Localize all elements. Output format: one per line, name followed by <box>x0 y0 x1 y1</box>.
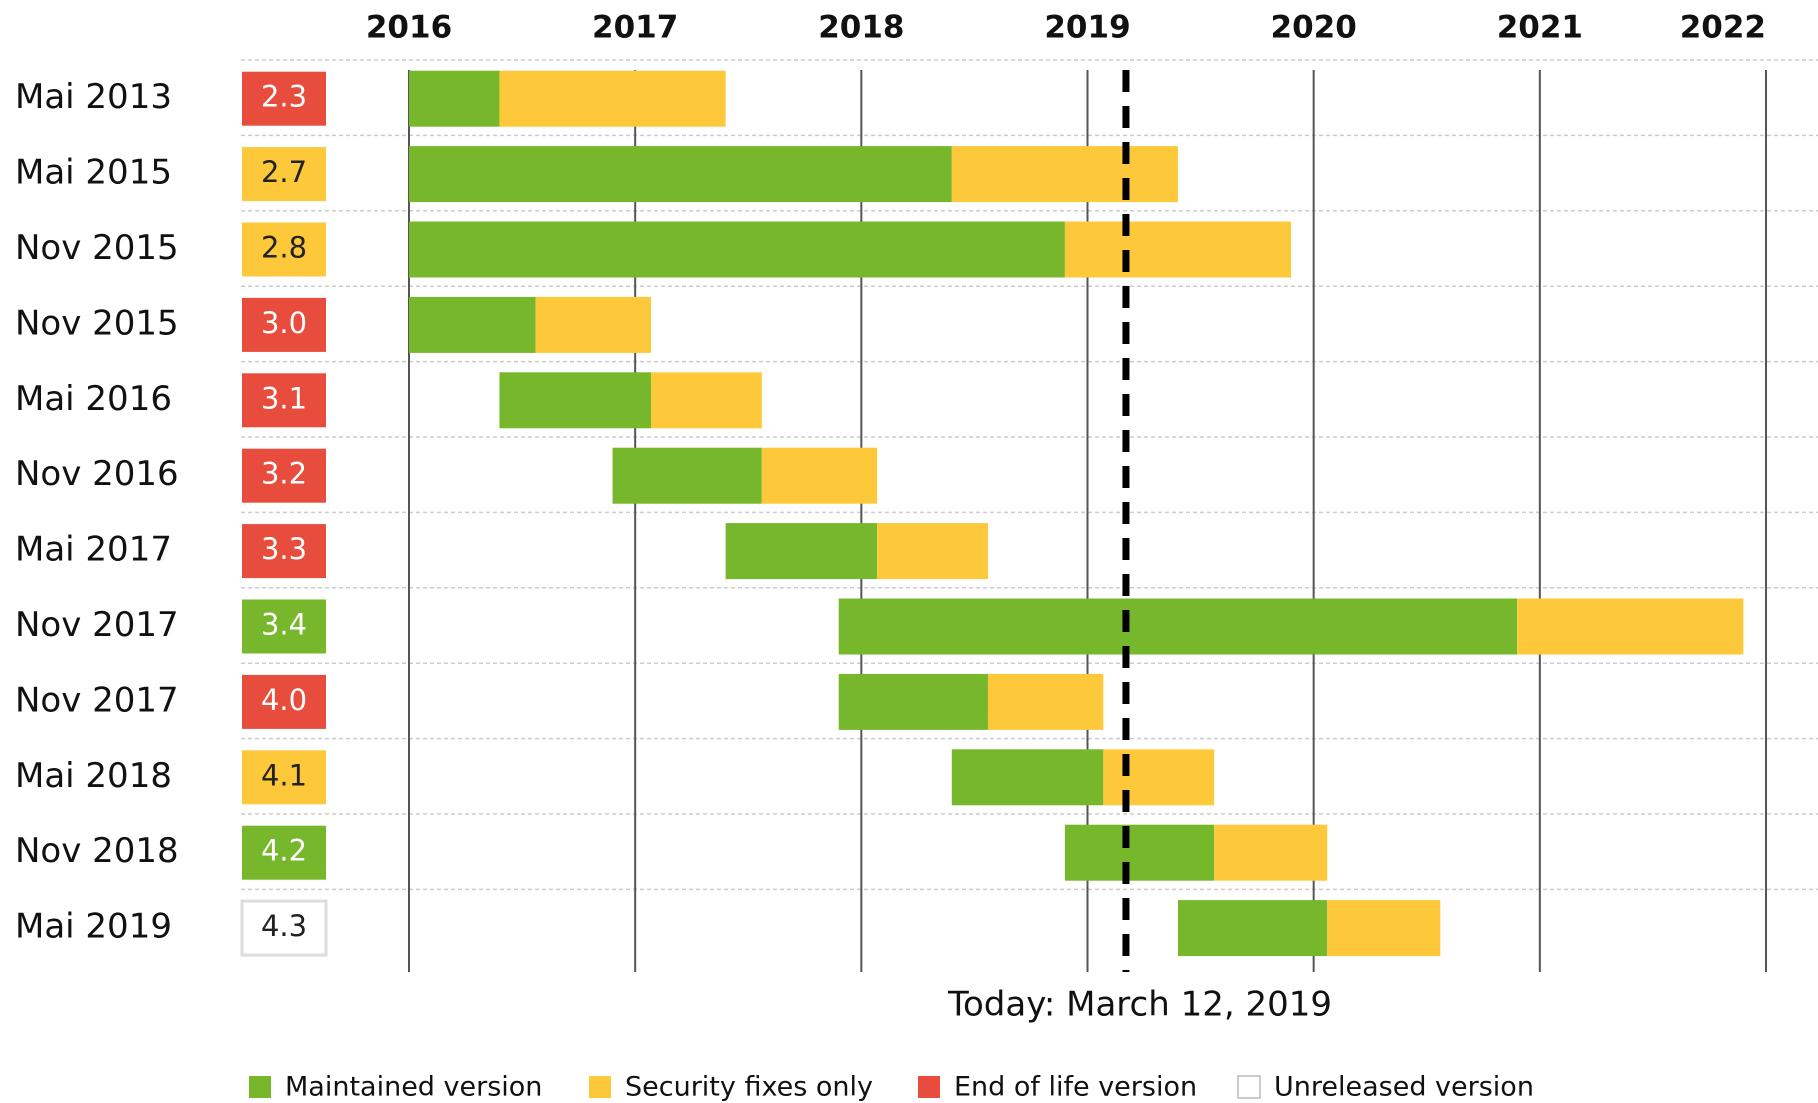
security-bar <box>650 372 762 429</box>
version-label: 2.3 <box>261 80 307 114</box>
maintained-bar <box>499 372 651 429</box>
version-label: 3.1 <box>261 381 307 415</box>
version-badge <box>242 71 326 126</box>
version-badge <box>242 825 326 880</box>
release-label: Nov 2018 <box>15 831 179 871</box>
legend-label: Security fixes only <box>625 1072 873 1103</box>
maintained-bar <box>409 296 536 353</box>
version-label: 3.0 <box>261 306 307 340</box>
release-label: Mai 2016 <box>15 379 172 419</box>
legend-swatch <box>589 1076 611 1098</box>
security-bar <box>535 296 651 353</box>
x-tick-label: 2021 <box>1497 10 1583 46</box>
legend-swatch <box>249 1076 271 1098</box>
version-badge <box>242 674 326 729</box>
version-label: 4.0 <box>261 683 307 717</box>
maintained-bar <box>409 221 1065 278</box>
maintained-bar <box>725 523 878 580</box>
security-bar <box>761 447 878 504</box>
security-bar <box>1064 221 1292 278</box>
x-tick-label: 2016 <box>366 10 452 46</box>
security-bar <box>1517 598 1744 655</box>
legend-label: Unreleased version <box>1274 1072 1534 1103</box>
release-label: Nov 2017 <box>15 605 179 645</box>
version-badge <box>242 222 326 277</box>
release-label: Mai 2013 <box>15 77 172 117</box>
version-label: 4.1 <box>261 758 307 792</box>
maintained-bar <box>951 749 1104 806</box>
version-badge <box>242 297 326 352</box>
maintained-bar <box>409 146 952 203</box>
maintained-bar <box>1064 824 1215 881</box>
version-label: 2.7 <box>261 155 307 189</box>
x-tick-label: 2018 <box>818 10 904 46</box>
maintained-bar <box>409 70 500 127</box>
version-badge <box>240 899 328 957</box>
version-badge <box>242 599 326 654</box>
x-tick-label: 2017 <box>592 10 678 46</box>
release-label: Mai 2018 <box>15 756 172 796</box>
version-label: 4.2 <box>261 834 307 868</box>
version-label: 3.3 <box>261 532 307 566</box>
release-label: Mai 2015 <box>15 153 172 193</box>
maintained-bar <box>838 598 1518 655</box>
today-label: Today: March 12, 2019 <box>947 985 1332 1025</box>
security-bar <box>1103 749 1215 806</box>
version-label: 3.2 <box>261 457 307 491</box>
x-tick-label: 2022 <box>1680 10 1766 46</box>
release-label: Nov 2015 <box>15 303 179 343</box>
version-badge <box>242 750 326 805</box>
legend-swatch <box>1237 1075 1261 1099</box>
release-label: Mai 2017 <box>15 530 172 570</box>
security-bar <box>1214 824 1328 881</box>
release-label: Nov 2016 <box>15 454 179 494</box>
maintained-bar <box>838 673 988 730</box>
release-label: Nov 2015 <box>15 228 179 268</box>
x-tick-label: 2019 <box>1044 10 1130 46</box>
security-bar <box>951 146 1178 203</box>
version-badge <box>242 147 326 202</box>
maintained-bar <box>1177 900 1328 957</box>
legend-label: End of life version <box>954 1072 1197 1103</box>
release-label: Mai 2019 <box>15 907 172 947</box>
release-label: Nov 2017 <box>15 680 179 720</box>
version-badge <box>242 524 326 579</box>
version-label: 4.3 <box>261 909 307 943</box>
version-badge <box>242 373 326 428</box>
version-label: 3.4 <box>261 608 307 642</box>
maintained-bar <box>612 447 762 504</box>
legend-swatch <box>918 1076 940 1098</box>
security-bar <box>1327 900 1441 957</box>
security-bar <box>499 70 726 127</box>
security-bar <box>877 523 988 580</box>
version-label: 2.8 <box>261 231 307 265</box>
security-bar <box>987 673 1104 730</box>
x-tick-label: 2020 <box>1271 10 1357 46</box>
legend-label: Maintained version <box>285 1072 542 1103</box>
version-badge <box>242 448 326 503</box>
